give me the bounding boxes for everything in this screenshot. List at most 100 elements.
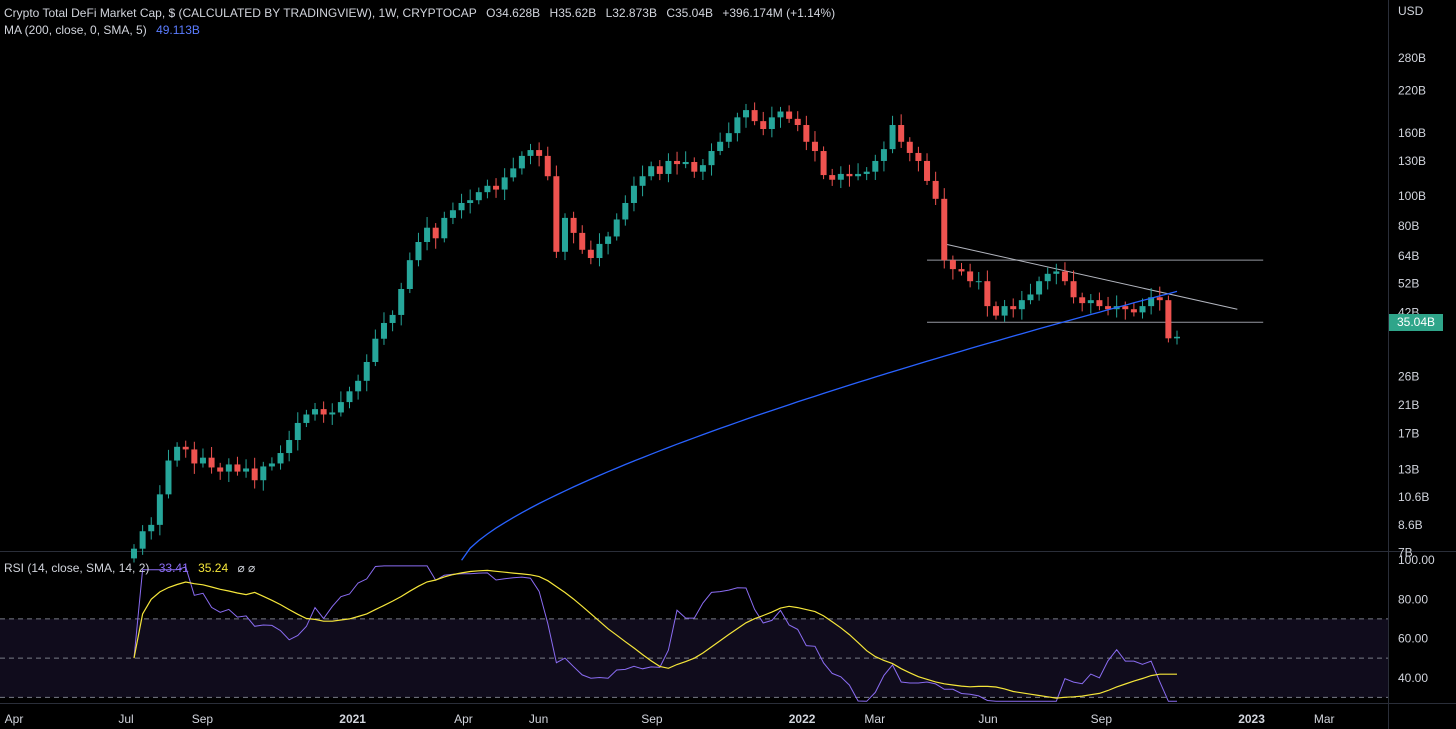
candle-body: [570, 217, 577, 233]
candle-body: [208, 457, 215, 468]
candle-body: [415, 242, 422, 261]
candle-body: [251, 468, 258, 481]
candle-body: [1036, 281, 1043, 295]
time-tick-label: Jul: [118, 712, 133, 726]
rsi-line: [133, 565, 1177, 702]
candle-body: [906, 141, 913, 153]
candle-body: [949, 260, 956, 270]
candle-body: [518, 155, 525, 169]
last-price-badge: 35.04B: [1389, 314, 1443, 331]
candle-body: [355, 380, 362, 392]
ohlc-high: H35.62B: [549, 6, 597, 20]
ohlc-change: +396.174M (+1.14%): [722, 6, 836, 20]
price-axis-unit: USD: [1398, 4, 1424, 18]
candle-body: [691, 161, 698, 172]
rsi-settings-icons[interactable]: ⌀ ⌀: [237, 561, 256, 575]
rsi-tick-label: 60.00: [1398, 632, 1428, 646]
candle-body: [1044, 273, 1051, 282]
rsi-value: 33.41: [158, 561, 189, 575]
candle-body: [303, 414, 310, 423]
candle-body: [898, 125, 905, 142]
candle-body: [743, 110, 750, 118]
candle-body: [605, 236, 612, 244]
candle-body: [889, 125, 896, 150]
candle-body: [346, 391, 353, 403]
candle-body: [915, 152, 922, 161]
candle-body: [1070, 281, 1077, 298]
rsi-tick-label: 80.00: [1398, 592, 1428, 606]
candle-body: [846, 173, 853, 177]
price-tick-label: 130B: [1398, 154, 1426, 168]
price-tick-label: 8.6B: [1398, 518, 1423, 532]
candle-body: [277, 453, 284, 464]
candle-body: [424, 227, 431, 243]
candle-body: [225, 464, 232, 472]
rsi-sma-line: [133, 569, 1177, 699]
trend-line: [944, 243, 1238, 310]
candle-body: [380, 322, 387, 339]
candle-body: [992, 306, 999, 316]
candle-body: [1079, 297, 1086, 304]
price-tick-label: 7B: [1398, 545, 1413, 559]
rsi-legend[interactable]: RSI (14, close, SMA, 14, 2) 33.41 35.24 …: [4, 561, 261, 575]
candle-body: [1174, 336, 1180, 339]
candle-body: [760, 121, 767, 130]
ohlc-open: O34.628B: [486, 6, 541, 20]
candle-body: [1139, 306, 1146, 313]
candle-body: [596, 243, 603, 259]
ma-value: 49.113B: [156, 23, 200, 37]
candle-body: [199, 457, 206, 464]
price-tick-label: 100B: [1398, 189, 1426, 203]
candle-body: [768, 117, 775, 130]
candle-body: [294, 422, 301, 441]
candle-body: [544, 155, 551, 177]
candle-body: [389, 314, 396, 323]
candle-body: [553, 176, 560, 252]
candle-body: [829, 175, 836, 180]
candle-body: [1096, 300, 1103, 307]
candle-body: [751, 110, 758, 122]
candle-body: [320, 409, 327, 415]
price-tick-label: 160B: [1398, 126, 1426, 140]
candle-body: [872, 160, 879, 172]
candle-body: [243, 468, 250, 472]
candle-body: [312, 409, 319, 415]
candle-body: [734, 117, 741, 134]
time-tick-label: Mar: [1314, 712, 1335, 726]
price-tick-label: 52B: [1398, 277, 1419, 291]
time-tick-label: Jun: [978, 712, 997, 726]
rsi-tick-label: 100.00: [1398, 553, 1435, 567]
candle-body: [484, 185, 491, 193]
candle-body: [510, 168, 517, 178]
candle-body: [493, 185, 500, 190]
candle-body: [587, 249, 594, 259]
price-tick-label: 64B: [1398, 249, 1419, 263]
candle-body: [880, 149, 887, 161]
ma-legend[interactable]: MA (200, close, 0, SMA, 5) 49.113B: [4, 23, 206, 37]
candle-body: [501, 177, 508, 190]
candle-body: [682, 161, 689, 165]
candle-body: [1105, 306, 1112, 310]
ohlc-close: C35.04B: [666, 6, 714, 20]
candle-body: [855, 173, 862, 177]
ma-label: MA (200, close, 0, SMA, 5): [4, 23, 147, 37]
ohlc-low: L32.873B: [605, 6, 657, 20]
price-tick-label: 17B: [1398, 427, 1419, 441]
candle-body: [268, 463, 275, 467]
candle-body: [527, 150, 534, 156]
time-tick-label: Sep: [641, 712, 663, 726]
candle-body: [1156, 297, 1163, 301]
candle-body: [648, 166, 655, 177]
candle-body: [975, 281, 982, 283]
candle-body: [234, 464, 241, 472]
candle-body: [1053, 271, 1060, 274]
candle-body: [1087, 300, 1094, 304]
candle-body: [174, 446, 181, 461]
candle-body: [863, 171, 870, 174]
candle-body: [725, 133, 732, 142]
time-tick-label: Apr: [5, 712, 24, 726]
candle-body: [536, 150, 543, 156]
time-tick-label: Sep: [192, 712, 214, 726]
candle-body: [613, 219, 620, 237]
